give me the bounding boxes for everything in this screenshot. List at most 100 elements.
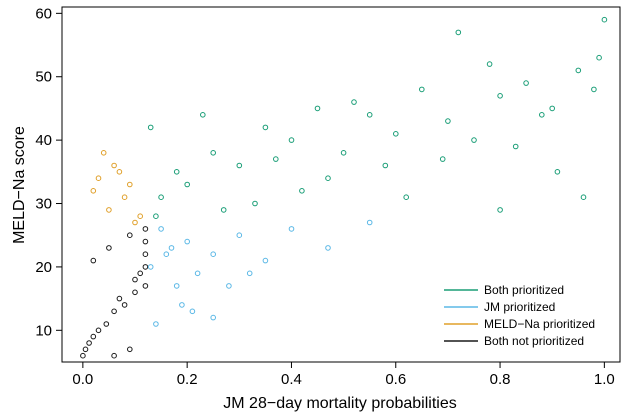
point-both-not-prioritized xyxy=(95,327,102,334)
point-jm-prioritized xyxy=(262,257,269,264)
point-both-not-prioritized xyxy=(111,308,117,315)
point-both-prioritized xyxy=(539,112,545,118)
point-both-prioritized xyxy=(601,16,608,23)
point-meld-na-prioritized xyxy=(111,162,117,169)
point-both-not-prioritized xyxy=(142,264,149,270)
point-both-prioritized xyxy=(591,86,597,93)
y-axis-title: MELD−Na score xyxy=(11,126,28,244)
point-both-prioritized xyxy=(580,194,587,200)
point-jm-prioritized xyxy=(189,308,196,315)
point-both-prioritized xyxy=(439,156,446,162)
point-both-prioritized xyxy=(210,150,216,156)
point-both-prioritized xyxy=(549,105,556,112)
point-both-not-prioritized xyxy=(142,251,149,257)
y-tick-label: 40 xyxy=(35,132,52,149)
point-both-not-prioritized xyxy=(127,232,133,238)
point-both-not-prioritized xyxy=(142,226,149,232)
point-both-prioritized xyxy=(403,194,410,200)
y-tick-label: 10 xyxy=(35,322,52,339)
point-both-prioritized xyxy=(262,124,269,131)
point-jm-prioritized xyxy=(184,238,190,245)
point-both-prioritized xyxy=(366,112,373,118)
point-both-prioritized xyxy=(497,207,503,213)
point-both-prioritized xyxy=(288,137,295,143)
point-jm-prioritized xyxy=(210,314,216,321)
point-jm-prioritized xyxy=(194,270,201,277)
point-both-prioritized xyxy=(351,99,357,105)
x-tick-label: 0.2 xyxy=(177,371,198,388)
point-both-not-prioritized xyxy=(116,295,123,302)
point-both-prioritized xyxy=(393,131,399,137)
point-meld-na-prioritized xyxy=(137,213,143,219)
legend-label: Both not prioritized xyxy=(484,334,584,348)
point-meld-na-prioritized xyxy=(132,219,138,226)
x-tick-label: 1.0 xyxy=(594,371,615,388)
point-both-prioritized xyxy=(575,67,582,74)
point-both-not-prioritized xyxy=(132,276,138,283)
y-tick-label: 30 xyxy=(35,196,52,213)
point-jm-prioritized xyxy=(179,302,185,308)
point-both-not-prioritized xyxy=(142,238,149,245)
point-jm-prioritized xyxy=(236,232,243,238)
point-jm-prioritized xyxy=(288,226,295,232)
point-both-not-prioritized xyxy=(103,321,110,327)
point-both-not-prioritized xyxy=(90,333,97,340)
point-both-prioritized xyxy=(158,194,164,200)
plot-frame xyxy=(61,6,621,363)
x-axis-title: JM 28−day mortality probabilities xyxy=(223,395,456,412)
point-both-prioritized xyxy=(273,156,279,162)
point-both-prioritized xyxy=(299,188,305,194)
point-both-prioritized xyxy=(252,200,258,207)
point-both-prioritized xyxy=(554,169,561,175)
point-both-prioritized xyxy=(455,29,462,36)
point-jm-prioritized xyxy=(158,226,164,232)
point-jm-prioritized xyxy=(210,251,216,257)
point-both-prioritized xyxy=(200,112,206,118)
x-tick-label: 0.8 xyxy=(490,371,511,388)
point-both-not-prioritized xyxy=(127,346,133,353)
point-meld-na-prioritized xyxy=(100,150,107,156)
point-meld-na-prioritized xyxy=(106,207,112,213)
point-both-not-prioritized xyxy=(137,270,143,277)
point-both-prioritized xyxy=(184,181,190,188)
legend-label: Both prioritized xyxy=(484,283,564,297)
point-both-prioritized xyxy=(486,61,493,67)
x-tick-label: 0.0 xyxy=(72,371,93,388)
point-both-not-prioritized xyxy=(111,352,117,359)
point-jm-prioritized xyxy=(163,251,170,257)
point-both-not-prioritized xyxy=(121,302,128,308)
y-tick-label: 50 xyxy=(35,69,52,86)
legend-label: JM prioritized xyxy=(484,300,555,314)
point-jm-prioritized xyxy=(246,270,253,277)
point-both-prioritized xyxy=(340,150,347,156)
point-meld-na-prioritized xyxy=(95,175,102,181)
point-both-not-prioritized xyxy=(86,340,92,346)
y-tick-label: 20 xyxy=(35,259,52,276)
point-both-prioritized xyxy=(147,124,154,131)
point-both-prioritized xyxy=(153,213,159,219)
point-jm-prioritized xyxy=(147,264,154,270)
point-both-not-prioritized xyxy=(132,289,138,296)
point-meld-na-prioritized xyxy=(90,188,97,194)
point-both-prioritized xyxy=(523,80,529,86)
point-both-not-prioritized xyxy=(142,283,149,289)
point-jm-prioritized xyxy=(153,321,159,327)
point-jm-prioritized xyxy=(173,283,180,289)
legend-label: MELD−Na prioritized xyxy=(484,317,595,331)
point-jm-prioritized xyxy=(226,283,232,289)
point-both-prioritized xyxy=(173,169,180,175)
point-both-prioritized xyxy=(471,137,477,143)
point-both-not-prioritized xyxy=(80,352,86,359)
point-both-prioritized xyxy=(596,54,602,61)
point-meld-na-prioritized xyxy=(116,169,123,175)
point-meld-na-prioritized xyxy=(121,194,128,200)
y-axis: 10 20 30 40 50 60 xyxy=(35,5,62,339)
legend: Both prioritized JM prioritized MELD−Na pr… xyxy=(444,283,595,348)
point-both-prioritized xyxy=(236,162,243,169)
y-tick-label: 60 xyxy=(35,5,52,22)
point-meld-na-prioritized xyxy=(127,181,133,188)
data-points xyxy=(80,16,608,359)
point-both-prioritized xyxy=(314,105,321,112)
point-both-prioritized xyxy=(220,207,227,213)
